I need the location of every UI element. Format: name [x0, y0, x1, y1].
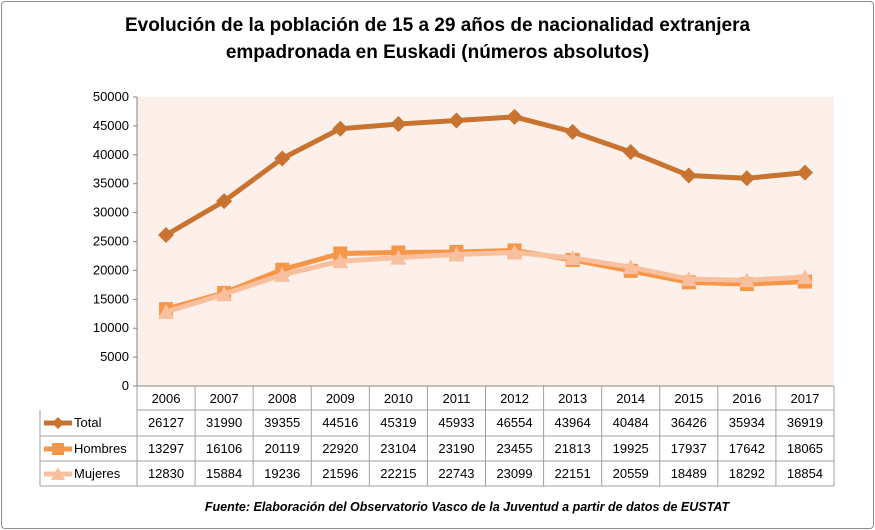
data-point-total: [622, 144, 639, 161]
x-tick-label: 2008: [268, 391, 297, 406]
data-point-mujeres: [274, 266, 291, 282]
data-point-total: [738, 170, 755, 187]
table-cell: 15884: [206, 466, 242, 481]
table-cell: 20119: [265, 441, 300, 456]
data-point-mujeres: [622, 259, 639, 275]
table-cell: 23190: [438, 441, 474, 456]
data-point-total: [158, 226, 175, 243]
data-point-total: [332, 120, 349, 137]
plot-area: [137, 97, 834, 386]
table-cell: 26127: [148, 415, 184, 430]
data-point-mujeres: [796, 269, 813, 285]
chart-title-line-1: Evolución de la población de 15 a 29 año…: [124, 15, 751, 36]
data-point-total: [216, 193, 233, 210]
data-point-mujeres: [738, 272, 755, 288]
table-cell: 20559: [613, 466, 649, 481]
table-cell: 22743: [438, 466, 474, 481]
table-cell: 46554: [496, 415, 532, 430]
table-cell: 13297: [148, 441, 184, 456]
x-tick-label: 2007: [210, 391, 239, 406]
table-cell: 40484: [613, 415, 649, 430]
y-tick-label: 40000: [93, 147, 129, 162]
table-cell: 23455: [496, 441, 532, 456]
x-tick-label: 2015: [674, 391, 703, 406]
legend-label-mujeres: Mujeres: [74, 466, 121, 481]
y-tick-label: 35000: [93, 176, 129, 191]
x-tick-label: 2013: [558, 391, 587, 406]
table-cell: 23099: [496, 466, 532, 481]
table-cell: 45319: [380, 415, 416, 430]
data-point-mujeres: [506, 244, 523, 260]
data-point-mujeres: [564, 249, 581, 265]
y-tick-label: 20000: [93, 262, 129, 277]
x-tick-label: 2014: [616, 391, 645, 406]
table-cell: 35934: [729, 415, 765, 430]
data-point-mujeres: [390, 249, 407, 265]
legend-marker-total: [52, 417, 64, 429]
legend-marker-mujeres: [51, 467, 65, 480]
table-cell: 36426: [671, 415, 707, 430]
x-tick-label: 2017: [790, 391, 819, 406]
table-cell: 18854: [787, 466, 823, 481]
x-tick-label: 2010: [384, 391, 413, 406]
table-cell: 21813: [555, 441, 591, 456]
series-line-total: [164, 114, 806, 238]
data-point-total: [680, 167, 697, 184]
table-cell: 19236: [264, 466, 300, 481]
data-point-total: [506, 108, 523, 125]
table-cell: 44516: [322, 415, 358, 430]
table-cell: 22920: [322, 441, 358, 456]
table-cell: 31990: [206, 415, 242, 430]
data-point-total: [564, 123, 581, 140]
table-cell: 19925: [613, 441, 649, 456]
x-tick-label: 2006: [152, 391, 181, 406]
y-tick-label: 15000: [93, 291, 129, 306]
x-tick-label: 2009: [326, 391, 355, 406]
table-cell: 12830: [148, 466, 184, 481]
table-cell: 18489: [671, 466, 707, 481]
data-point-total: [796, 164, 813, 181]
legend-label-hombres: Hombres: [74, 441, 127, 456]
y-tick-label: 50000: [93, 89, 129, 104]
table-cell: 22215: [380, 466, 416, 481]
y-tick-label: 5000: [100, 349, 129, 364]
x-tick-label: 2012: [500, 391, 529, 406]
chart-title: Evolución de la población de 15 a 29 año…: [0, 12, 875, 66]
data-point-mujeres: [158, 303, 175, 319]
table-cell: 17642: [729, 441, 765, 456]
y-tick-label: 0: [122, 378, 129, 393]
table-cell: 43964: [555, 415, 591, 430]
table-cell: 36919: [787, 415, 823, 430]
table-cell: 39355: [264, 415, 300, 430]
data-point-mujeres: [332, 253, 349, 269]
y-tick-label: 30000: [93, 205, 129, 220]
table-cell: 16106: [206, 441, 242, 456]
table-cell: 45933: [438, 415, 474, 430]
chart-title-line-2: empadronada en Euskadi (números absoluto…: [225, 42, 650, 63]
data-point-total: [390, 116, 407, 133]
data-point-mujeres: [448, 246, 465, 262]
data-point-mujeres: [680, 271, 697, 287]
table-cell: 17937: [671, 441, 707, 456]
chart-source: Fuente: Elaboración del Observatorio Vas…: [204, 500, 730, 514]
data-point-total: [448, 112, 465, 129]
data-point-mujeres: [216, 286, 233, 302]
y-tick-label: 10000: [93, 320, 129, 335]
table-cell: 21596: [322, 466, 358, 481]
x-tick-label: 2016: [732, 391, 761, 406]
table-cell: 23104: [380, 441, 416, 456]
legend-label-total: Total: [74, 415, 102, 430]
table-cell: 18065: [787, 441, 823, 456]
data-point-total: [274, 150, 291, 167]
y-tick-label: 25000: [93, 234, 129, 249]
legend-marker-hombres: [52, 443, 64, 455]
table-cell: 18292: [729, 466, 765, 481]
x-tick-label: 2011: [442, 391, 470, 406]
series-line-mujeres: [165, 249, 806, 315]
y-tick-label: 45000: [93, 118, 129, 133]
table-cell: 22151: [555, 466, 591, 481]
